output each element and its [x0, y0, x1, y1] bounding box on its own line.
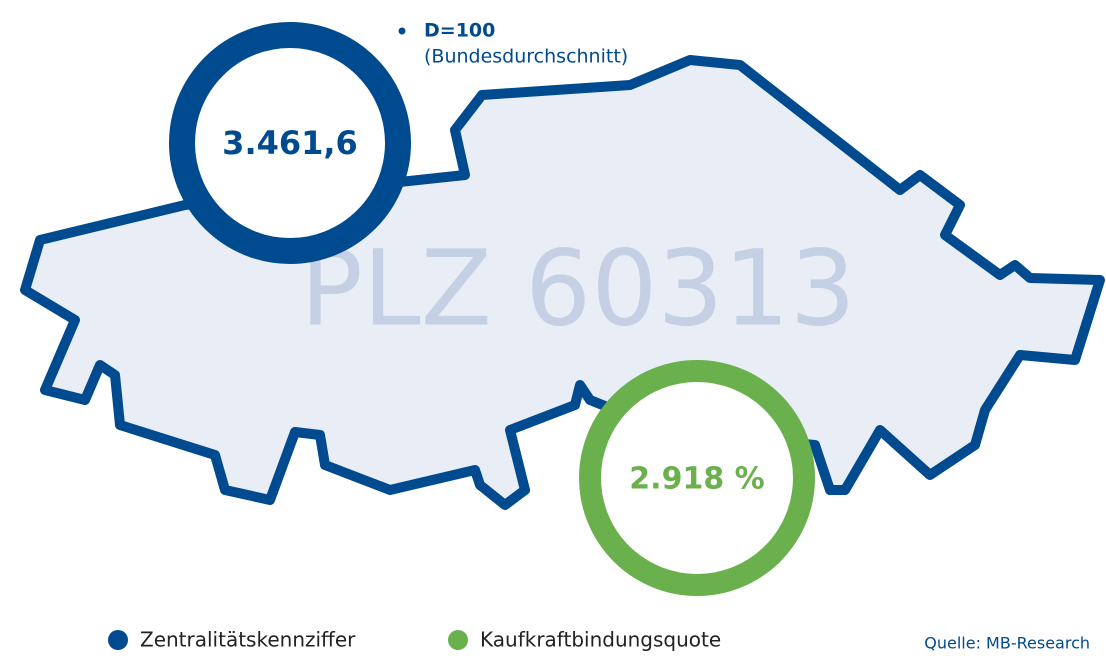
- note-subtitle: (Bundesdurchschnitt): [424, 46, 628, 68]
- bullet: [398, 27, 406, 35]
- note-title: D=100: [424, 20, 495, 42]
- region-shape: [20, 55, 1105, 510]
- indicator-value: 3.461,6: [222, 124, 358, 162]
- source: Quelle: MB-Research: [924, 634, 1090, 653]
- legend-label: Kaufkraftbindungsquote: [480, 628, 721, 652]
- legend-swatch: [448, 630, 468, 650]
- indicator-circle: [579, 360, 815, 596]
- legend-label: Zentralitätskennziffer: [140, 628, 356, 652]
- legend-swatch: [108, 630, 128, 650]
- indicator-circle: [169, 22, 411, 264]
- region-label: PLZ 60313: [300, 227, 856, 349]
- indicator-value: 2.918 %: [629, 462, 764, 497]
